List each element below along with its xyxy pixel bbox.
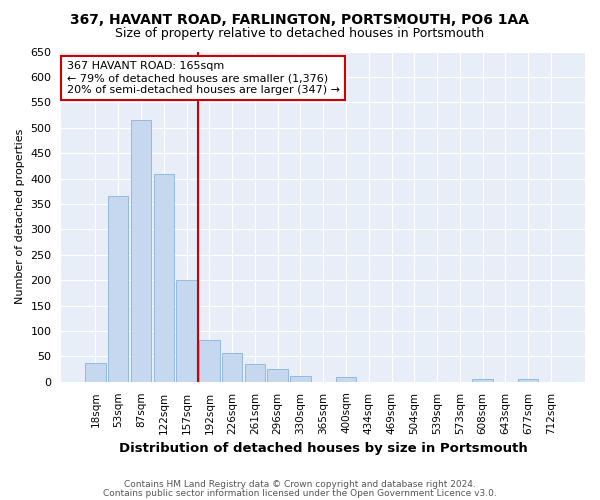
Bar (290, 376, 311, 382)
Text: 367, HAVANT ROAD, FARLINGTON, PORTSMOUTH, PO6 1AA: 367, HAVANT ROAD, FARLINGTON, PORTSMOUTH… (71, 12, 530, 26)
Bar (472, 380, 493, 382)
Y-axis label: Number of detached properties: Number of detached properties (15, 129, 25, 304)
X-axis label: Distribution of detached houses by size in Portsmouth: Distribution of detached houses by size … (119, 442, 527, 455)
Bar (268, 369, 288, 382)
Bar (176, 280, 197, 382)
Bar (108, 196, 128, 382)
Bar (518, 380, 538, 382)
Bar (222, 353, 242, 382)
Bar (199, 340, 220, 382)
Bar (154, 174, 174, 382)
Text: Size of property relative to detached houses in Portsmouth: Size of property relative to detached ho… (115, 28, 485, 40)
Bar (85, 362, 106, 382)
Text: Contains HM Land Registry data © Crown copyright and database right 2024.: Contains HM Land Registry data © Crown c… (124, 480, 476, 489)
Bar (245, 364, 265, 382)
Bar (336, 376, 356, 382)
Text: 367 HAVANT ROAD: 165sqm
← 79% of detached houses are smaller (1,376)
20% of semi: 367 HAVANT ROAD: 165sqm ← 79% of detache… (67, 62, 340, 94)
Text: Contains public sector information licensed under the Open Government Licence v3: Contains public sector information licen… (103, 489, 497, 498)
Bar (131, 120, 151, 382)
